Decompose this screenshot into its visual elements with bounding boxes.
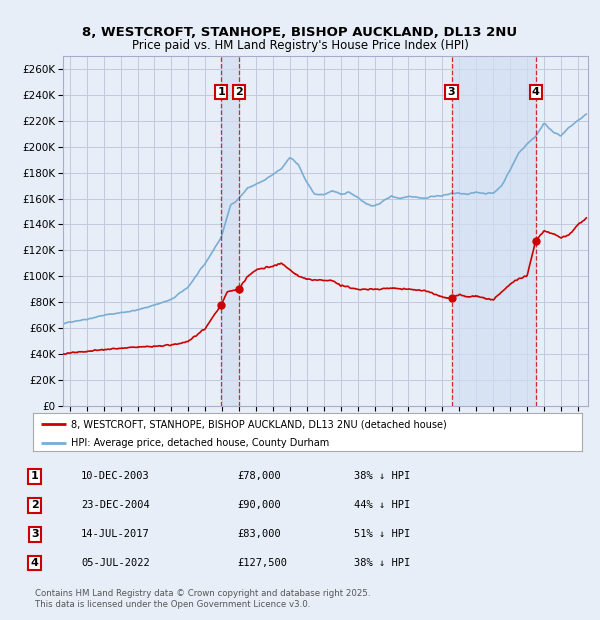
Text: Price paid vs. HM Land Registry's House Price Index (HPI): Price paid vs. HM Land Registry's House … [131, 39, 469, 51]
Text: 14-JUL-2017: 14-JUL-2017 [81, 529, 150, 539]
Text: 38% ↓ HPI: 38% ↓ HPI [354, 558, 410, 568]
Text: £78,000: £78,000 [237, 471, 281, 481]
Text: 44% ↓ HPI: 44% ↓ HPI [354, 500, 410, 510]
Text: £90,000: £90,000 [237, 500, 281, 510]
Bar [452, 56, 536, 406]
Bar [221, 56, 239, 406]
Text: £127,500: £127,500 [237, 558, 287, 568]
Text: 4: 4 [31, 558, 39, 568]
Text: 51% ↓ HPI: 51% ↓ HPI [354, 529, 410, 539]
Text: 8, WESTCROFT, STANHOPE, BISHOP AUCKLAND, DL13 2NU: 8, WESTCROFT, STANHOPE, BISHOP AUCKLAND,… [82, 26, 518, 38]
Text: £83,000: £83,000 [237, 529, 281, 539]
Text: 1: 1 [217, 87, 225, 97]
Text: 05-JUL-2022: 05-JUL-2022 [81, 558, 150, 568]
Text: 2: 2 [31, 500, 38, 510]
Text: 10-DEC-2003: 10-DEC-2003 [81, 471, 150, 481]
Text: 3: 3 [31, 529, 38, 539]
Text: 3: 3 [448, 87, 455, 97]
Text: 2: 2 [235, 87, 242, 97]
Text: 1: 1 [31, 471, 38, 481]
Text: 38% ↓ HPI: 38% ↓ HPI [354, 471, 410, 481]
Text: 4: 4 [532, 87, 539, 97]
Text: 23-DEC-2004: 23-DEC-2004 [81, 500, 150, 510]
Text: 8, WESTCROFT, STANHOPE, BISHOP AUCKLAND, DL13 2NU (detached house): 8, WESTCROFT, STANHOPE, BISHOP AUCKLAND,… [71, 420, 447, 430]
Text: Contains HM Land Registry data © Crown copyright and database right 2025.
This d: Contains HM Land Registry data © Crown c… [35, 590, 370, 609]
Text: HPI: Average price, detached house, County Durham: HPI: Average price, detached house, Coun… [71, 438, 329, 448]
